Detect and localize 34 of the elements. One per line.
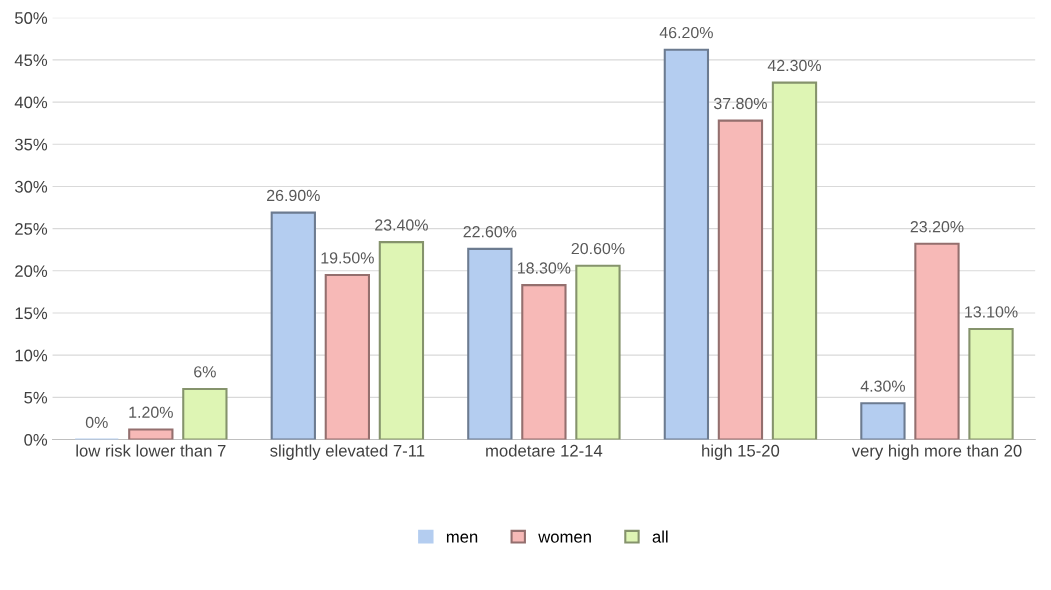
y-tick-label: 45% [14, 54, 48, 67]
legend-label: men [446, 533, 478, 543]
y-tick-label: 25% [15, 223, 48, 235]
data-label: 23.20% [910, 221, 964, 233]
y-tick-label: 35% [14, 138, 48, 151]
y-tick-label: 50% [15, 12, 48, 24]
data-label: 19.50% [321, 252, 374, 264]
y-tick-label: 10% [15, 349, 48, 362]
data-label: 26.90% [267, 189, 320, 202]
data-label: 23.40% [375, 219, 428, 231]
y-tick-label: 20% [15, 265, 48, 278]
legend-label: all [652, 530, 668, 543]
y-tick-label: 0% [24, 433, 48, 446]
y-tick-label: 40% [14, 96, 48, 109]
data-label: 22.60% [463, 226, 517, 238]
data-label: 1.20% [129, 406, 173, 418]
data-label: 46.20% [659, 26, 713, 39]
data-label: 6% [194, 366, 216, 378]
data-label: 13.10% [965, 306, 1018, 318]
x-tick-label: slightly elevated 7-11 [270, 444, 425, 460]
x-tick-label: modetare 12-14 [486, 444, 603, 457]
data-label: 4.30% [860, 380, 905, 392]
x-tick-label: high 15-20 [702, 444, 780, 460]
x-tick-label: very high more than 20 [851, 444, 1022, 460]
y-tick-label: 15% [15, 307, 48, 320]
data-label: 37.80% [713, 97, 767, 110]
data-label: 20.60% [571, 242, 625, 255]
y-tick-label: 5% [24, 391, 48, 404]
data-label: 42.30% [767, 59, 821, 72]
y-tick-label: 30% [14, 180, 48, 193]
x-tick-label: low risk lower than 7 [76, 444, 226, 457]
legend-label: women [538, 533, 591, 543]
data-label: 18.30% [518, 262, 571, 274]
data-label: 0% [85, 416, 108, 429]
